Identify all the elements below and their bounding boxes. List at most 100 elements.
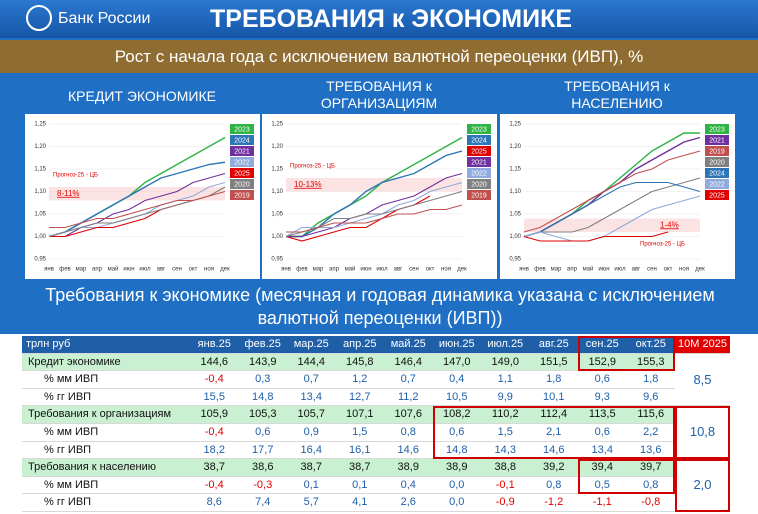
header-cell: июн.25: [432, 336, 481, 354]
table-cell: 0,5: [578, 476, 627, 495]
header-cell: 10М 2025: [675, 336, 730, 354]
x-tick-label: сен: [647, 267, 657, 273]
highlight-box: [432, 406, 675, 460]
x-tick-label: июл: [139, 267, 151, 273]
legend-label: 2021: [709, 137, 725, 144]
legend-label: 2022: [709, 181, 725, 188]
table-cell: 39,4: [578, 459, 627, 477]
table-cell: 2,1: [529, 424, 578, 442]
table-cell: 0,6: [238, 424, 287, 442]
y-tick-label: 1,00: [509, 234, 521, 240]
forecast-label: 8-11%: [57, 189, 80, 198]
table-cell: 16,4: [287, 441, 336, 460]
forecast-band: [286, 178, 462, 192]
logo-emblem: [26, 5, 52, 31]
legend-swatch: [230, 124, 254, 134]
table-cell: -0,3: [238, 476, 287, 495]
annotation: Прогноз-25 - ЦБ: [53, 173, 98, 179]
header-cell: авг.25: [529, 336, 578, 354]
table-cell: 105,3: [238, 406, 287, 424]
legend-label: 2019: [234, 192, 250, 199]
chart-box: 0,95 1,00 1,05 1,10 1,15 1,20 1,25 янв фев мар апр…: [500, 114, 735, 279]
table-cell: 13,4: [287, 388, 336, 407]
table-cell: 0,1: [335, 476, 384, 495]
table-cell: -0,1: [481, 476, 530, 495]
table-cell: 2,6: [384, 494, 433, 512]
table-cell: 7,4: [238, 494, 287, 512]
table-cell: -1,1: [578, 494, 627, 512]
y-tick-label: 1,10: [509, 189, 521, 195]
table-cell: 38,6: [238, 459, 287, 477]
legend-swatch: [467, 157, 491, 167]
table-cell: -1,2: [529, 494, 578, 512]
legend-swatch: [230, 157, 254, 167]
table-cell: 105,9: [190, 406, 239, 424]
legend-swatch: [230, 168, 254, 178]
table-cell: 143,9: [238, 353, 287, 372]
legend-label: 2025: [709, 192, 725, 199]
table-cell: 2,2: [626, 424, 675, 442]
chart-title: КРЕДИТ ЭКОНОМИКЕ: [68, 88, 216, 104]
x-tick-label: окт: [189, 267, 198, 273]
series-line: [49, 190, 226, 229]
legend-label: 2024: [471, 137, 487, 144]
x-tick-label: июл: [376, 267, 388, 273]
x-tick-label: апр: [567, 267, 578, 273]
legend-label: 2020: [234, 181, 250, 188]
row-label: Требования к населению: [22, 459, 190, 477]
highlight-box: [675, 406, 730, 460]
legend-label: 2020: [709, 159, 725, 166]
y-tick-label: 1,25: [509, 122, 521, 128]
table-cell: 0,8: [384, 424, 433, 442]
table-cell: 107,1: [335, 406, 384, 424]
highlight-box: [578, 459, 675, 495]
subtitle: Рост с начала года с исключением валютно…: [0, 40, 758, 73]
table-cell: 38,9: [384, 459, 433, 477]
table-cell: 39,2: [529, 459, 578, 477]
highlight-box: [675, 459, 730, 512]
y-tick-label: 0,95: [509, 257, 521, 263]
table-cell: 14,6: [384, 441, 433, 460]
table-cell: 105,7: [287, 406, 336, 424]
x-tick-label: май: [108, 266, 119, 273]
y-tick-label: 1,20: [271, 144, 283, 150]
header-cell: янв.25: [190, 336, 239, 354]
y-tick-label: 1,05: [34, 212, 46, 218]
table-cell: -0,4: [190, 476, 239, 495]
legend-label: 2019: [709, 148, 725, 155]
x-tick-label: июн: [123, 267, 134, 273]
series-line: [523, 150, 701, 233]
legend-label: 2019: [471, 192, 487, 199]
table-cell: 4,1: [335, 494, 384, 512]
logo-text: Банк России: [58, 10, 151, 27]
x-tick-label: мар: [76, 267, 87, 273]
x-tick-label: окт: [664, 267, 673, 273]
legend-swatch: [705, 179, 729, 189]
row-label: Кредит экономике: [22, 353, 190, 372]
series-line: [285, 181, 463, 237]
x-tick-label: июн: [360, 267, 371, 273]
table-cell: 0,8: [529, 476, 578, 495]
table-cell: 0,4: [432, 371, 481, 389]
table-cell: 107,6: [384, 406, 433, 424]
series-line: [523, 195, 701, 242]
table-cell: 38,7: [190, 459, 239, 477]
chart: 0,95 1,00 1,05 1,10 1,15 1,20 1,25 янв фев мар апр…: [271, 122, 491, 273]
table-cell: 38,9: [432, 459, 481, 477]
table-cell: 0,0: [432, 476, 481, 495]
chart-title: ТРЕБОВАНИЯ к НАСЕЛЕНИЮ: [564, 78, 670, 111]
y-tick-label: 1,25: [34, 122, 46, 128]
table-cell: 10,1: [529, 388, 578, 407]
x-tick-label: авг: [394, 267, 404, 273]
table-cell: 9,9: [481, 388, 530, 407]
table-cell: 115,6: [626, 406, 675, 424]
table-cell: 18,2: [190, 441, 239, 460]
legend-swatch: [467, 179, 491, 189]
legend-swatch: [467, 190, 491, 200]
legend-swatch: [230, 190, 254, 200]
legend-label: 2022: [234, 159, 250, 166]
series-line: [286, 172, 463, 238]
table-cell: 8,6: [190, 494, 239, 512]
legend-label: 2023: [471, 126, 487, 133]
header-cell: фев.25: [238, 336, 287, 354]
